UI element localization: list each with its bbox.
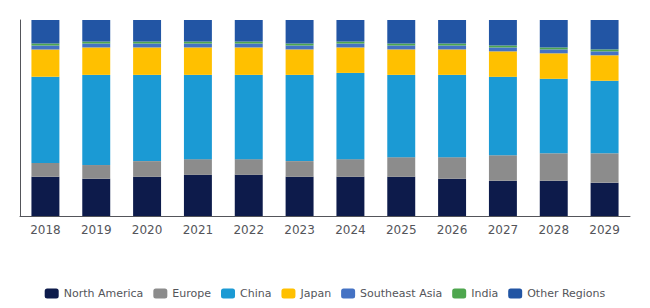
svg-text:China: China [240, 287, 271, 300]
svg-text:2024: 2024 [335, 223, 366, 237]
svg-text:2023: 2023 [284, 223, 315, 237]
svg-text:2019: 2019 [81, 223, 112, 237]
svg-text:India: India [471, 287, 498, 300]
svg-text:North America: North America [64, 287, 144, 300]
svg-text:2028: 2028 [538, 223, 569, 237]
svg-text:2025: 2025 [386, 223, 417, 237]
svg-text:Japan: Japan [299, 287, 331, 300]
svg-text:2026: 2026 [437, 223, 468, 237]
svg-text:2022: 2022 [233, 223, 264, 237]
svg-text:2027: 2027 [488, 223, 519, 237]
svg-text:2029: 2029 [589, 223, 620, 237]
svg-text:Europe: Europe [172, 287, 211, 300]
svg-text:2021: 2021 [183, 223, 214, 237]
svg-text:Other Regions: Other Regions [527, 287, 605, 300]
svg-text:2020: 2020 [132, 223, 163, 237]
svg-text:2018: 2018 [30, 223, 61, 237]
svg-text:Southeast Asia: Southeast Asia [360, 287, 442, 300]
